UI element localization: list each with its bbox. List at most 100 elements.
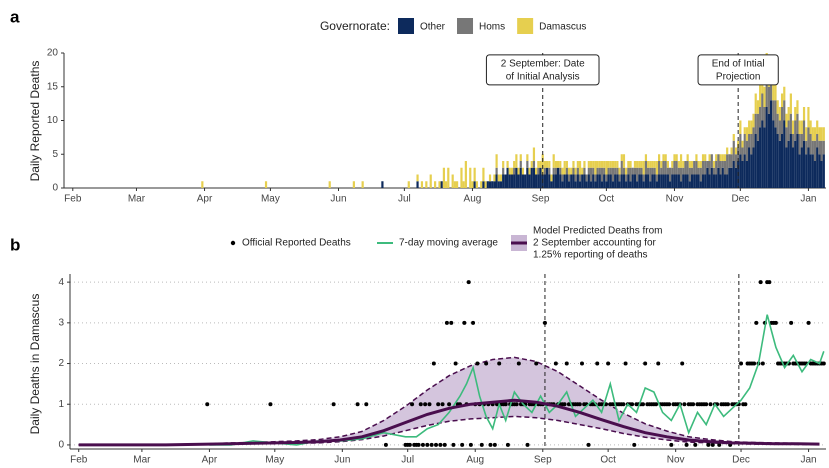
bar-segment	[576, 161, 579, 168]
bar-segment	[524, 174, 527, 188]
bar-segment	[572, 174, 575, 188]
bar-segment	[561, 167, 564, 175]
bar-segment	[677, 174, 680, 188]
bar-segment	[805, 140, 808, 155]
bar-segment	[625, 174, 628, 182]
bar-segment	[743, 134, 746, 155]
bar-segment	[785, 147, 788, 188]
bar-segment	[820, 161, 823, 188]
bar-segment	[442, 167, 445, 188]
bar-segment	[625, 181, 628, 188]
data-point	[525, 442, 530, 447]
bar-segment	[710, 167, 713, 188]
bar-segment	[495, 154, 498, 168]
data-point	[444, 320, 449, 325]
bar-segment	[609, 174, 612, 188]
bar-segment	[482, 167, 485, 182]
bar-segment	[502, 161, 505, 168]
bar-segment	[688, 161, 691, 168]
bar-segment	[653, 174, 656, 188]
bar-segment	[629, 167, 632, 182]
bar-segment	[620, 161, 623, 175]
bar-segment	[651, 161, 654, 168]
bar-segment	[537, 174, 540, 188]
bar-segment	[690, 174, 694, 188]
bar-segment	[603, 161, 606, 168]
x-tick-label: Apr	[202, 455, 218, 466]
bar-segment	[662, 174, 665, 188]
bar-segment	[530, 167, 533, 188]
bar-segment	[767, 86, 771, 114]
bar-segment	[796, 134, 799, 188]
bar-segment	[761, 93, 764, 121]
bar-segment	[688, 181, 691, 188]
bar-segment	[574, 174, 577, 182]
data-point	[466, 280, 471, 285]
data-point	[484, 361, 489, 366]
data-point	[431, 361, 436, 366]
bar-segment	[809, 120, 812, 134]
bar-segment	[822, 140, 825, 155]
bar-segment	[745, 127, 749, 141]
bar-segment	[666, 167, 669, 175]
bar-segment	[585, 174, 588, 182]
bar-segment	[572, 167, 575, 175]
data-point	[438, 442, 443, 447]
bar-segment	[565, 161, 568, 168]
bar-segment	[416, 174, 419, 182]
bar-segment	[708, 161, 711, 175]
bar-segment	[699, 161, 702, 168]
bar-segment	[603, 174, 606, 188]
bar-segment	[721, 167, 724, 188]
bar-segment	[611, 181, 615, 188]
data-point	[447, 402, 452, 407]
bar-segment	[774, 80, 777, 101]
data-point	[654, 402, 659, 407]
bar-segment	[574, 167, 577, 175]
bar-segment	[407, 181, 410, 188]
bar-segment	[794, 120, 797, 141]
bar-segment	[800, 147, 803, 188]
bar-segment	[750, 134, 753, 155]
bar-segment	[791, 147, 795, 188]
bar-segment	[666, 161, 669, 168]
bar-segment	[537, 167, 540, 175]
bar-segment	[596, 167, 599, 175]
y-tick-label: 4	[58, 277, 64, 288]
bar-segment	[697, 161, 700, 168]
bar-segment	[598, 161, 601, 168]
annotation-box	[485, 54, 600, 86]
bar-segment	[528, 174, 531, 188]
bar-segment	[416, 181, 419, 188]
bar-segment	[688, 167, 691, 182]
bar-segment	[770, 100, 773, 188]
bar-segment	[671, 174, 674, 188]
bar-segment	[497, 174, 500, 182]
bar-segment	[592, 174, 595, 188]
bar-segment	[644, 154, 648, 161]
bar-segment	[778, 107, 781, 121]
bar-segment	[789, 134, 792, 188]
bar-segment	[655, 181, 659, 188]
bar-segment	[475, 181, 478, 188]
bar-segment	[704, 161, 707, 175]
bar-segment	[517, 167, 520, 175]
bar-segment	[695, 174, 698, 188]
bar-segment	[609, 161, 612, 168]
panel-label: b	[10, 235, 20, 254]
bar-segment	[772, 80, 775, 101]
bar-segment	[772, 100, 775, 121]
bar-segment	[822, 127, 825, 141]
data-point	[516, 361, 521, 366]
bar-segment	[699, 181, 702, 188]
bar-segment	[712, 167, 716, 175]
bar-segment	[704, 154, 707, 161]
legend-label: Damascus	[539, 22, 586, 33]
bar-segment	[699, 167, 702, 182]
bar-segment	[708, 154, 711, 161]
bar-segment	[743, 127, 746, 134]
bar-segment	[506, 161, 509, 168]
data-point	[534, 361, 539, 366]
bar-segment	[682, 161, 685, 168]
bar-segment	[521, 167, 525, 175]
